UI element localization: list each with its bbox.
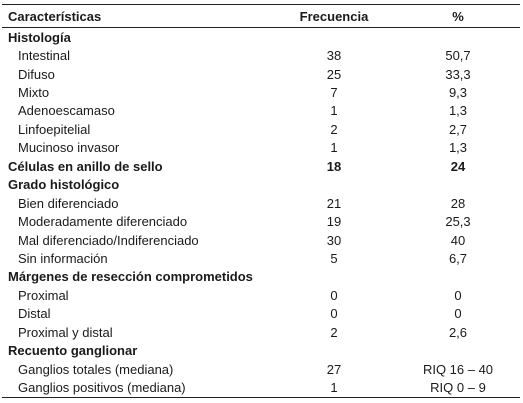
table-row: Mal diferenciado/Indiferenciado 30 40 (2, 231, 520, 249)
cell: 40 (450, 232, 466, 248)
row-label: Intestinal (18, 48, 71, 64)
cell: 1,3 (448, 140, 468, 156)
row-label: Ganglios positivos (mediana) (18, 380, 186, 396)
section-row: Márgenes de resección comprometidos (2, 268, 520, 286)
section-title: Grado histológico (8, 177, 120, 193)
section-row: Células en anillo de sello 18 24 (2, 157, 520, 175)
row-label: Adenoescamaso (18, 103, 115, 119)
cell: 50,7 (445, 48, 471, 64)
row-label: Linfoepitelial (18, 121, 91, 137)
cell: 24 (450, 158, 466, 174)
section-row: Grado histológico (2, 176, 520, 194)
section-row: Recuento ganglionar (2, 341, 520, 359)
cell: RIQ 16 – 40 (422, 361, 494, 377)
cell: 0 (454, 287, 462, 303)
cell: 1 (330, 103, 338, 119)
table-row: Mucinoso invasor 1 1,3 (2, 139, 520, 157)
table-row: Ganglios positivos (mediana) 1 RIQ 0 – 9 (2, 378, 520, 396)
row-label: Sin información (18, 250, 108, 266)
cell: 9,3 (448, 85, 468, 101)
row-label: Proximal y distal (18, 324, 113, 340)
section-row: Histología (2, 28, 520, 46)
table-row: Mixto 7 9,3 (2, 83, 520, 101)
cell: 2,6 (448, 324, 468, 340)
section-title: Recuento ganglionar (8, 343, 138, 359)
header-cell: Características (8, 8, 102, 24)
section-title: Márgenes de resección comprometidos (8, 269, 253, 285)
row-label: Distal (18, 306, 51, 322)
cell: 0 (330, 287, 338, 303)
table-row: Moderadamente diferenciado 19 25,3 (2, 212, 520, 230)
section-title: Histología (8, 29, 71, 45)
cell: 1 (330, 380, 338, 396)
cell: 38 (326, 48, 342, 64)
table-row: Difuso 25 33,3 (2, 65, 520, 83)
cell: 7 (330, 85, 338, 101)
row-label: Mucinoso invasor (18, 140, 120, 156)
header-cell: Frecuencia (299, 8, 369, 24)
row-label: Moderadamente diferenciado (18, 214, 188, 230)
table: Características Frecuencia% Histología Inte… (2, 4, 520, 398)
cell: 33,3 (445, 66, 471, 82)
cell: 1,3 (448, 103, 468, 119)
cell: 30 (326, 232, 342, 248)
cell: 5 (330, 250, 338, 266)
cell: 2 (330, 121, 338, 137)
table-row: Sin información 5 6,7 (2, 249, 520, 267)
header-cell: % (452, 8, 464, 24)
table-row: Proximal 0 0 (2, 286, 520, 304)
cell: 27 (326, 361, 342, 377)
row-label: Proximal (18, 287, 69, 303)
table-row: Distal 0 0 (2, 305, 520, 323)
row-label: Mal diferenciado/Indiferenciado (18, 232, 199, 248)
row-label: Difuso (18, 66, 55, 82)
table-row: Intestinal 38 50,7 (2, 46, 520, 64)
cell: 25,3 (445, 214, 471, 230)
row-label: Ganglios totales (mediana) (18, 361, 174, 377)
cell: 25 (326, 66, 342, 82)
table-row: Bien diferenciado 21 28 (2, 194, 520, 212)
cell: 0 (454, 306, 462, 322)
table-row: Ganglios totales (mediana) 27 RIQ 16 – 40 (2, 360, 520, 378)
cell: 18 (326, 158, 342, 174)
section-title: Células en anillo de sello (8, 158, 163, 174)
cell: 0 (330, 306, 338, 322)
cell: 6,7 (448, 250, 468, 266)
cell: 28 (450, 195, 466, 211)
table-row: Linfoepitelial 2 2,7 (2, 120, 520, 138)
cell: 19 (326, 214, 342, 230)
cell: RIQ 0 – 9 (430, 380, 486, 396)
cell: 21 (326, 195, 342, 211)
header-row: Características Frecuencia% (2, 5, 520, 28)
row-label: Bien diferenciado (18, 195, 119, 211)
table-row: Proximal y distal 2 2,6 (2, 323, 520, 341)
table-row: Adenoescamaso 1 1,3 (2, 102, 520, 120)
cell: 1 (330, 140, 338, 156)
row-label: Mixto (18, 85, 50, 101)
cell: 2,7 (448, 121, 468, 137)
cell: 2 (330, 324, 338, 340)
